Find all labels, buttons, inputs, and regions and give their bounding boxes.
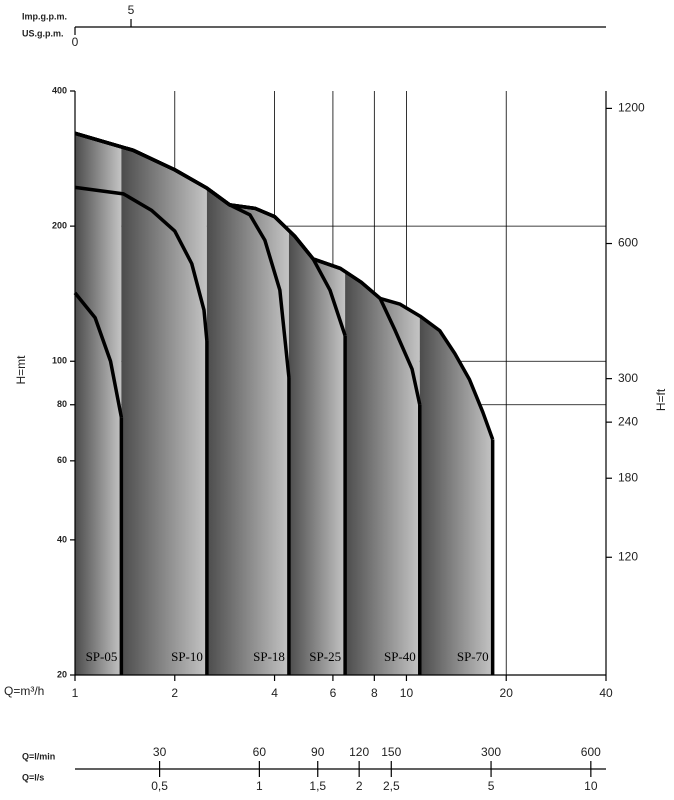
series-label: SP-40 — [384, 649, 416, 664]
aux-tick-label: 1 — [256, 779, 263, 793]
x-tick-label: 1 — [72, 686, 79, 700]
band-fill — [288, 133, 346, 675]
aux-tick-label: 2 — [356, 779, 363, 793]
curve — [74, 185, 209, 342]
aux-tick-label: 2,5 — [383, 779, 400, 793]
y2-tick-label: 300 — [618, 371, 638, 385]
aux-tick-label: 300 — [481, 745, 501, 759]
curve — [74, 131, 495, 440]
top-axis-label: US.g.p.m. — [22, 28, 64, 38]
aux-tick-label: 60 — [253, 745, 267, 759]
band-fill — [121, 133, 207, 675]
aux-tick-label: 90 — [311, 745, 325, 759]
aux-tick-label: 10 — [584, 779, 598, 793]
band-fill — [419, 133, 493, 675]
x-tick-label: 6 — [330, 686, 337, 700]
x-axis-label: Q=m³/h — [4, 684, 44, 698]
y-tick-label: 400 — [52, 85, 67, 95]
series-label: SP-18 — [253, 649, 285, 664]
y2-tick-label: 1200 — [618, 101, 645, 115]
y-tick-label: 80 — [57, 399, 67, 409]
aux-axis-label: Q=l/min — [22, 751, 55, 761]
y-axis-label: H=mt — [14, 355, 28, 385]
x-tick-label: 20 — [500, 686, 514, 700]
series-label: SP-05 — [86, 649, 118, 664]
x-tick-label: 2 — [171, 686, 178, 700]
curve — [73, 291, 124, 418]
top-axis-label: Imp.g.p.m. — [22, 11, 67, 21]
top-tick-label: 0 — [72, 35, 79, 49]
y2-tick-label: 600 — [618, 236, 638, 250]
y2-tick-label: 180 — [618, 470, 638, 484]
y-tick-label: 40 — [57, 534, 67, 544]
band-fill — [75, 133, 122, 675]
aux-tick-label: 600 — [581, 745, 601, 759]
y2-tick-label: 240 — [618, 414, 638, 428]
x-tick-label: 40 — [599, 686, 613, 700]
aux-tick-label: 0,5 — [151, 779, 168, 793]
x-tick-label: 8 — [371, 686, 378, 700]
x-tick-label: 4 — [271, 686, 278, 700]
series-label: SP-25 — [309, 649, 341, 664]
series-label: SP-10 — [171, 649, 203, 664]
y-tick-label: 100 — [52, 356, 67, 366]
y-tick-label: 200 — [52, 220, 67, 230]
aux-tick-label: 1,5 — [309, 779, 326, 793]
y2-axis-label: H=ft — [654, 388, 668, 411]
y2-tick-label: 120 — [618, 549, 638, 563]
band-fill — [206, 133, 289, 675]
aux-tick-label: 120 — [349, 745, 369, 759]
aux-axis-label: Q=l/s — [22, 772, 44, 782]
y-tick-label: 20 — [57, 669, 67, 679]
x-tick-label: 10 — [400, 686, 414, 700]
aux-tick-label: 30 — [153, 745, 167, 759]
series-label: SP-70 — [457, 649, 489, 664]
band-fill — [345, 133, 420, 675]
aux-tick-label: 5 — [488, 779, 495, 793]
y-tick-label: 60 — [57, 455, 67, 465]
aux-tick-label: 150 — [381, 745, 401, 759]
top-tick-label: 5 — [128, 3, 135, 17]
